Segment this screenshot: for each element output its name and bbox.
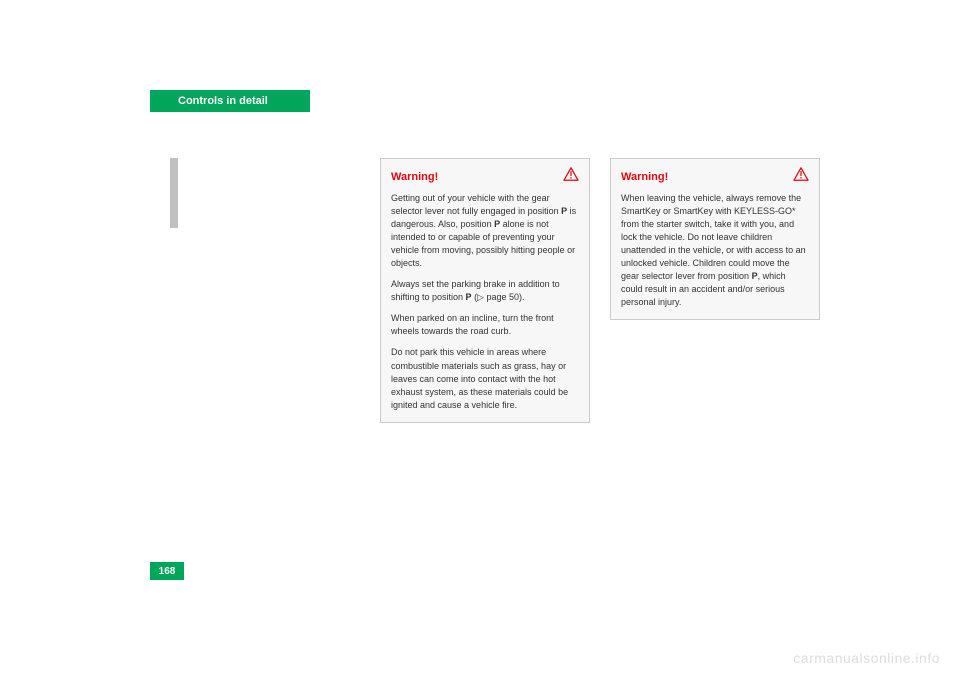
warning-title: Warning! (391, 171, 438, 183)
warning-paragraph: Always set the parking brake in addition… (391, 278, 579, 304)
warning-paragraph: When parked on an incline, turn the fron… (391, 312, 579, 338)
section-title: Controls in detail (178, 95, 268, 107)
warning-box-parking: Warning! Getting out of your vehicle wit… (380, 158, 590, 423)
watermark: carmanualsonline.info (793, 650, 940, 666)
warning-title: Warning! (621, 171, 668, 183)
page-number: 168 (159, 566, 176, 577)
warning-paragraph: When leaving the vehicle, always remove … (621, 192, 809, 309)
warning-body: Getting out of your vehicle with the gea… (381, 192, 589, 422)
column-2: Warning! Getting out of your vehicle wit… (380, 158, 590, 423)
warning-paragraph: Do not park this vehicle in areas where … (391, 346, 579, 411)
warning-triangle-icon (793, 167, 809, 186)
column-3: Warning! When leaving the vehicle, alway… (610, 158, 820, 320)
warning-header: Warning! (611, 159, 819, 192)
warning-triangle-icon (563, 167, 579, 186)
manual-page: Controls in detail Warning! Getting out … (70, 60, 890, 600)
warning-box-smartkey: Warning! When leaving the vehicle, alway… (610, 158, 820, 320)
section-header: Controls in detail (150, 90, 310, 112)
warning-body: When leaving the vehicle, always remove … (611, 192, 819, 319)
side-index-tab (170, 158, 178, 228)
page-number-tab: 168 (150, 562, 184, 580)
warning-paragraph: Getting out of your vehicle with the gea… (391, 192, 579, 270)
warning-header: Warning! (381, 159, 589, 192)
